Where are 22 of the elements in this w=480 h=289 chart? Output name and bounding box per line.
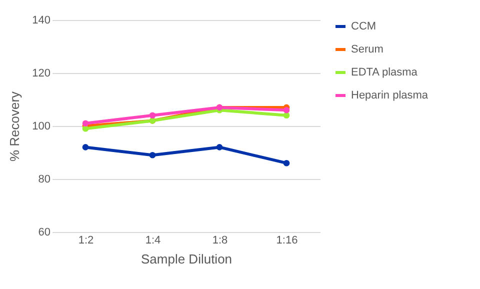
y-axis-title: % Recovery <box>7 90 22 162</box>
point <box>283 160 290 166</box>
point <box>216 144 223 150</box>
legend-label: EDTA plasma <box>351 66 418 78</box>
x-tick-label: 1:8 <box>212 234 228 246</box>
legend-label: Serum <box>351 44 384 56</box>
point <box>149 152 156 158</box>
y-tick-label: 140 <box>32 14 50 26</box>
point <box>283 106 290 114</box>
x-tick-label: 1:2 <box>78 234 94 246</box>
legend-label: CCM <box>351 20 376 32</box>
y-tick-label: 100 <box>32 120 50 132</box>
x-axis-title: Sample Dilution <box>140 252 232 266</box>
point <box>283 112 290 119</box>
x-tick-label: 1:4 <box>145 234 161 246</box>
y-tick-label: 120 <box>32 68 50 80</box>
x-tick-label: 1:16 <box>276 234 298 246</box>
y-tick-label: 80 <box>38 174 50 186</box>
point <box>149 112 156 119</box>
legend-label: Heparin plasma <box>351 90 429 102</box>
point <box>82 144 89 150</box>
y-tick-label: 60 <box>38 226 50 238</box>
